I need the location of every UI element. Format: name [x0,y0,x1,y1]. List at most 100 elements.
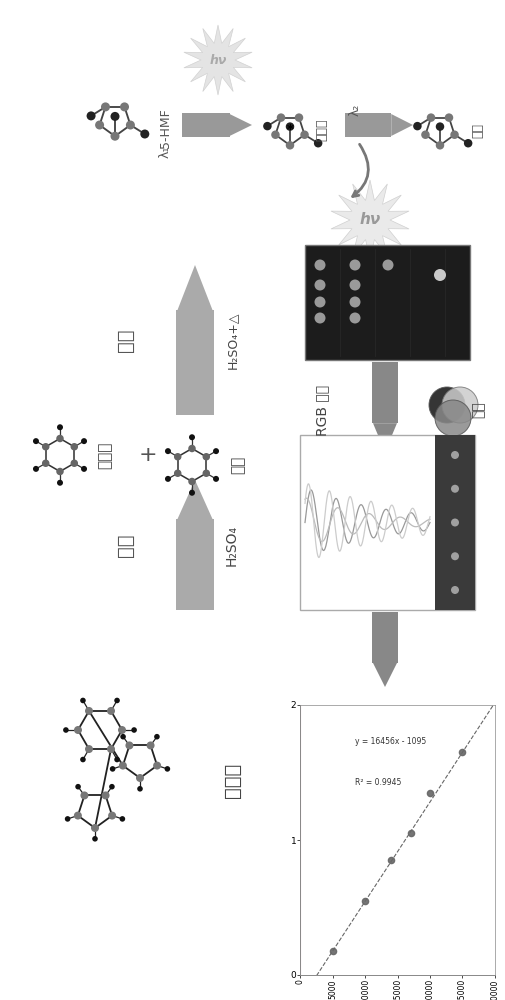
Circle shape [315,296,326,308]
Text: λ₂: λ₂ [348,104,362,116]
Circle shape [42,460,49,467]
Polygon shape [372,612,398,663]
Circle shape [107,745,115,753]
Circle shape [101,102,110,111]
Point [459,744,467,760]
Circle shape [91,824,99,832]
Point [329,943,337,959]
Circle shape [421,130,430,139]
Circle shape [445,113,453,122]
Circle shape [174,453,181,460]
Circle shape [263,122,272,130]
Circle shape [102,791,110,799]
Circle shape [56,435,64,442]
Circle shape [120,102,129,111]
Text: *: * [286,123,293,136]
Bar [435,435,475,610]
Circle shape [427,113,435,122]
Circle shape [126,121,135,130]
Text: y = 16456x - 1095: y = 16456x - 1095 [355,737,426,746]
Circle shape [165,476,171,482]
Circle shape [81,438,87,444]
Circle shape [86,111,95,120]
Circle shape [315,279,326,290]
Polygon shape [391,114,413,136]
Text: +: + [139,445,158,465]
Circle shape [118,726,126,734]
Circle shape [442,387,478,423]
Circle shape [382,259,393,270]
Polygon shape [373,663,397,687]
Circle shape [154,734,160,740]
Polygon shape [176,310,214,415]
Circle shape [114,698,120,703]
Circle shape [33,438,39,444]
Circle shape [451,552,459,560]
Circle shape [136,774,144,782]
Polygon shape [182,113,230,137]
Circle shape [429,387,465,423]
Circle shape [213,476,219,482]
Text: 软件: 软件 [471,402,485,418]
Circle shape [413,122,422,130]
Text: 基态: 基态 [472,122,484,137]
Circle shape [188,478,196,485]
Circle shape [174,470,181,477]
Text: 水解: 水解 [116,533,134,557]
Circle shape [80,791,88,799]
Point [387,852,395,868]
Circle shape [213,448,219,454]
Text: 激发态: 激发态 [316,119,328,141]
Polygon shape [373,423,397,452]
Circle shape [286,141,294,150]
Circle shape [464,139,472,147]
Circle shape [119,762,127,770]
Circle shape [80,698,86,703]
Circle shape [315,259,326,270]
Circle shape [120,734,126,740]
Circle shape [451,518,459,526]
Circle shape [435,400,471,436]
Polygon shape [331,180,409,260]
Circle shape [74,812,82,820]
Polygon shape [345,113,391,137]
Circle shape [451,485,459,493]
Text: R² = 0.9945: R² = 0.9945 [355,778,401,787]
Circle shape [114,757,120,762]
Circle shape [74,726,82,734]
Circle shape [107,707,115,715]
Circle shape [203,453,210,460]
Circle shape [57,424,63,430]
Circle shape [153,762,161,770]
Circle shape [85,745,93,753]
Circle shape [295,113,303,122]
Circle shape [131,727,137,733]
Circle shape [188,445,196,452]
Text: hν: hν [360,213,381,228]
Circle shape [42,443,49,450]
Circle shape [271,130,280,139]
Circle shape [95,121,104,130]
Text: 耐斯糖: 耐斯糖 [223,762,241,798]
Circle shape [57,480,63,486]
Polygon shape [176,519,214,610]
Circle shape [349,279,361,290]
Text: H₂SO₄: H₂SO₄ [225,524,239,566]
Circle shape [286,122,294,131]
Text: 葡萄糖: 葡萄糖 [97,441,113,469]
Bar [305,245,470,360]
Circle shape [71,460,78,467]
Circle shape [111,112,120,121]
Circle shape [277,113,285,122]
Point [361,893,369,909]
Circle shape [436,141,444,150]
Circle shape [81,466,87,472]
Circle shape [92,836,98,842]
Circle shape [137,786,143,792]
Circle shape [450,130,459,139]
Circle shape [109,784,115,790]
Polygon shape [177,480,213,519]
Circle shape [71,443,78,450]
Text: 5-HMF: 5-HMF [159,108,172,148]
Text: hν: hν [209,53,227,66]
